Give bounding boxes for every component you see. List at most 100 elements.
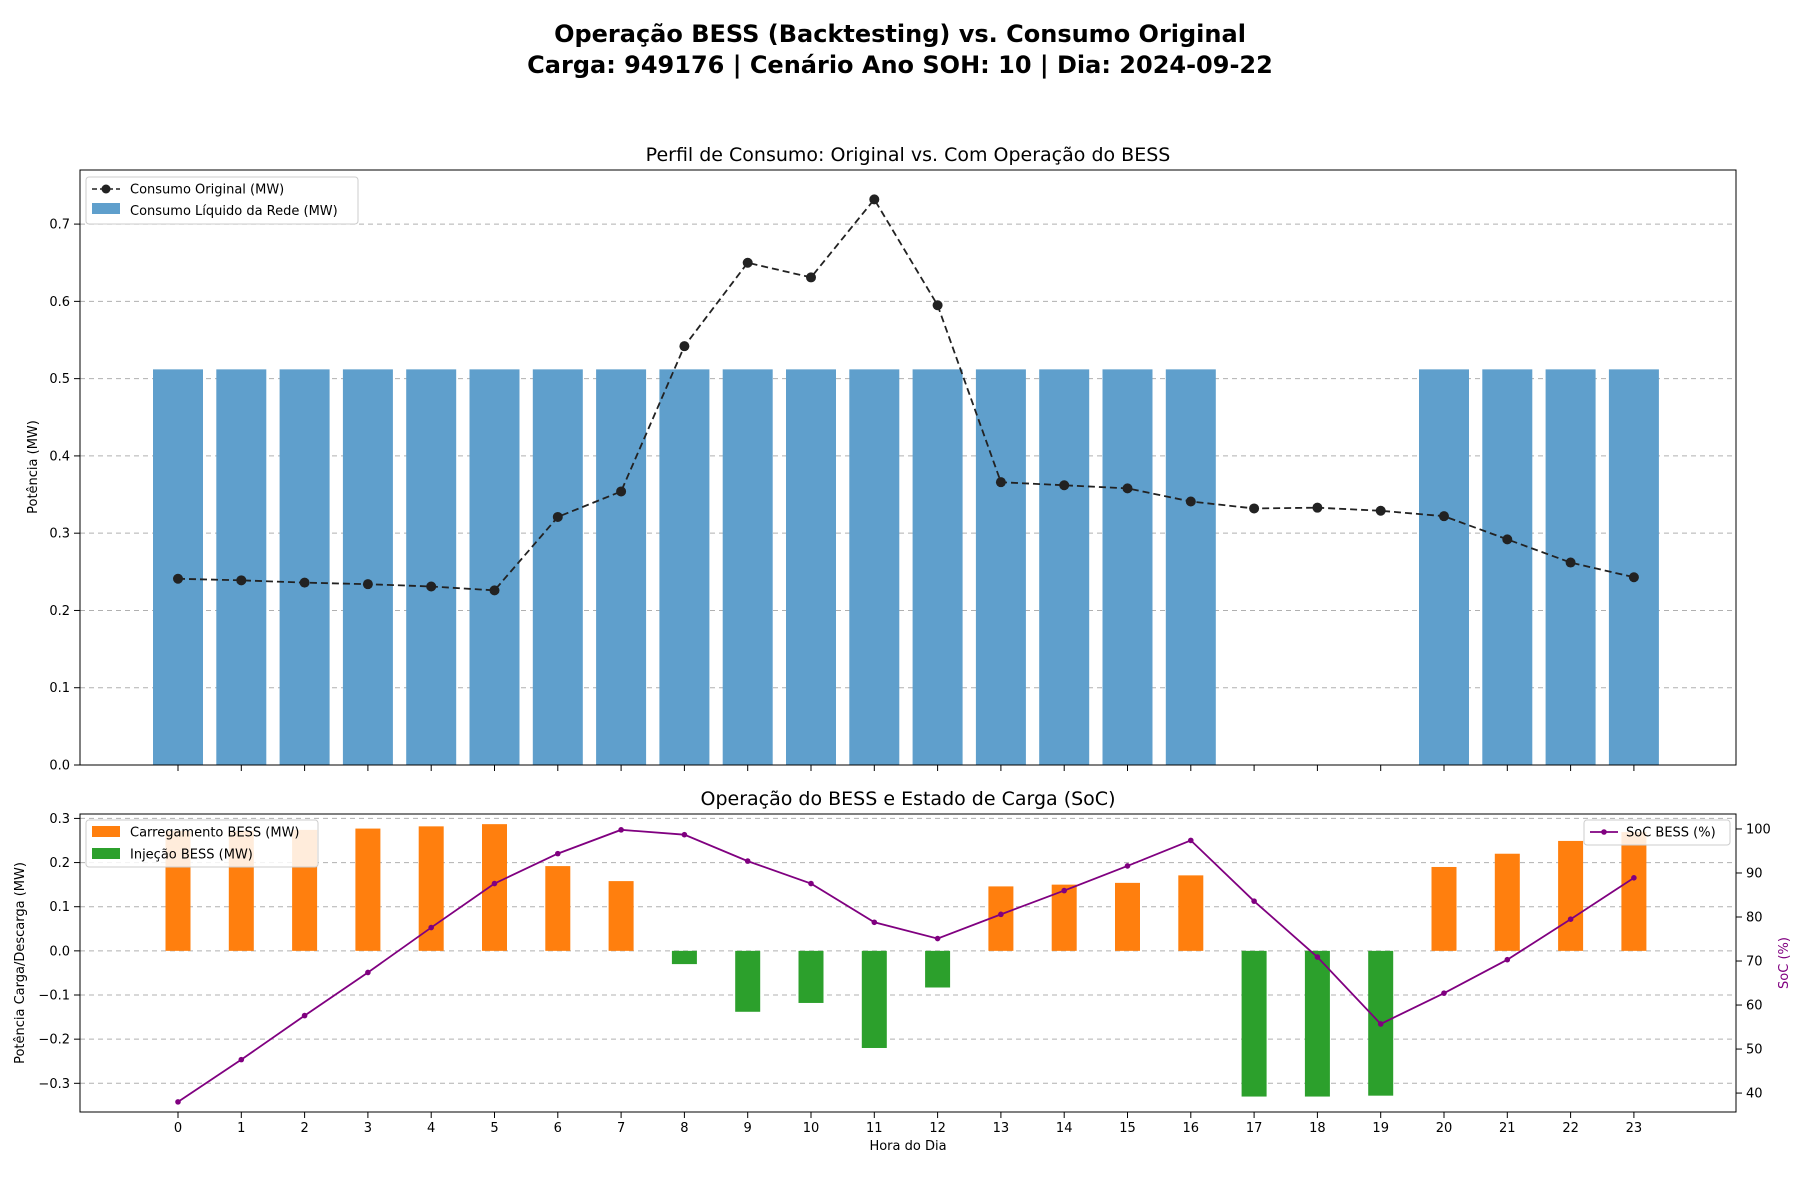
soc-point bbox=[1061, 887, 1067, 894]
original-consumption-point bbox=[616, 486, 627, 497]
y-tick-label: 0.7 bbox=[49, 218, 70, 233]
original-consumption-point bbox=[552, 511, 563, 522]
soc-point bbox=[491, 880, 498, 887]
soc-point bbox=[808, 880, 814, 887]
y-tick-label: 0.5 bbox=[49, 372, 70, 387]
net-consumption-bar bbox=[659, 369, 710, 765]
y-tick-label: 0.0 bbox=[49, 759, 70, 774]
net-consumption-bar bbox=[1419, 369, 1469, 765]
charge-bar bbox=[1115, 882, 1140, 951]
net-consumption-bar bbox=[1482, 369, 1533, 765]
original-consumption-line bbox=[173, 194, 1639, 596]
x-tick-label: 4 bbox=[427, 1121, 435, 1136]
discharge-bar bbox=[861, 950, 887, 1048]
bess-legend-box bbox=[85, 819, 319, 868]
legend-soc-label: SoC BESS (%) bbox=[1626, 826, 1716, 841]
y-tick-label: 0.3 bbox=[49, 812, 70, 827]
charge-bar bbox=[988, 886, 1014, 951]
soc-legend: SoC BESS (%) bbox=[1583, 819, 1731, 846]
charge-bar bbox=[545, 866, 571, 951]
legend-charge-label: Carregamento BESS (MW) bbox=[130, 826, 300, 841]
x-tick-label: 13 bbox=[993, 1121, 1010, 1136]
x-tick-label: 0 bbox=[174, 1121, 182, 1136]
soc-point bbox=[681, 831, 688, 838]
legend-soc-marker bbox=[1601, 829, 1607, 835]
x-tick-label: 11 bbox=[866, 1121, 883, 1136]
consumption-panel: Perfil de Consumo: Original vs. Com Oper… bbox=[26, 144, 1737, 774]
x-tick-label: 8 bbox=[680, 1121, 688, 1136]
y2-tick-label: 80 bbox=[1746, 911, 1763, 926]
y-tick-label: 0.6 bbox=[49, 295, 70, 310]
y2-tick-label: 70 bbox=[1746, 955, 1763, 970]
original-consumption-point bbox=[299, 577, 310, 588]
discharge-bar bbox=[671, 950, 697, 965]
net-consumption-bar bbox=[532, 369, 583, 765]
original-consumption-point bbox=[869, 194, 880, 205]
original-consumption-point bbox=[679, 341, 690, 352]
charge-bar bbox=[482, 824, 507, 951]
soc-point bbox=[365, 969, 371, 976]
charge-bar bbox=[1494, 853, 1520, 951]
soc-point bbox=[1377, 1021, 1384, 1027]
y-tick-label: 0.1 bbox=[49, 900, 70, 915]
original-consumption-point bbox=[1312, 502, 1323, 513]
soc-point bbox=[871, 919, 878, 926]
y-tick-label: 0.4 bbox=[49, 449, 70, 464]
x-tick-label: 9 bbox=[744, 1121, 752, 1136]
y-tick-label: −0.3 bbox=[38, 1077, 70, 1092]
y-tick-label: −0.2 bbox=[38, 1033, 70, 1048]
original-consumption-point bbox=[426, 581, 437, 592]
charge-bar bbox=[1051, 884, 1077, 951]
original-consumption-point bbox=[1122, 483, 1133, 494]
soc-point bbox=[1567, 916, 1574, 923]
y2-tick-label: 90 bbox=[1746, 866, 1763, 881]
net-consumption-bar bbox=[722, 369, 773, 765]
consumption-y-ticks: 0.0 0.1 0.2 0.3 0.4 0.5 0.6 0.7 bbox=[49, 218, 80, 774]
x-tick-label: 10 bbox=[803, 1121, 820, 1136]
legend-discharge-label: Injeção BESS (MW) bbox=[130, 848, 253, 863]
figure-title-line2: Carga: 949176 | Cenário Ano SOH: 10 | Di… bbox=[527, 51, 1273, 79]
x-tick-label: 15 bbox=[1119, 1121, 1136, 1136]
bess-panel: Operação do BESS e Estado de Carga (SoC)… bbox=[13, 788, 1792, 1154]
x-tick-label: 20 bbox=[1436, 1121, 1453, 1136]
original-consumption-point bbox=[932, 300, 943, 311]
legend-original-marker bbox=[101, 184, 111, 194]
charge-bar bbox=[608, 881, 634, 951]
x-tick-label: 5 bbox=[490, 1121, 498, 1136]
legend-net-label: Consumo Líquido da Rede (MW) bbox=[130, 204, 338, 219]
legend-original-label: Consumo Original (MW) bbox=[130, 183, 284, 198]
charge-bar bbox=[355, 828, 381, 951]
discharge-bar bbox=[1241, 950, 1267, 1097]
soc-polyline bbox=[177, 828, 1635, 1103]
net-consumption-bar bbox=[153, 369, 203, 765]
original-consumption-point bbox=[1439, 511, 1449, 522]
original-consumption-point bbox=[995, 477, 1006, 488]
y2-tick-label: 100 bbox=[1746, 822, 1771, 837]
bess-plot-frame bbox=[79, 813, 1737, 1113]
legend-charge-swatch bbox=[92, 826, 120, 837]
net-consumption-bar bbox=[406, 369, 457, 765]
soc-point bbox=[1504, 956, 1511, 963]
y-tick-label: 0.3 bbox=[49, 527, 70, 542]
net-consumption-bar bbox=[1102, 369, 1153, 765]
original-consumption-point bbox=[1185, 496, 1196, 507]
x-tick-label: 7 bbox=[617, 1121, 625, 1136]
discharge-bar bbox=[1304, 950, 1330, 1097]
net-consumption-bar bbox=[1039, 369, 1090, 765]
net-consumption-bar bbox=[342, 369, 393, 765]
consumption-legend: Consumo Original (MW) Consumo Líquido da… bbox=[85, 176, 359, 225]
original-consumption-point bbox=[1628, 572, 1639, 583]
net-consumption-bar bbox=[279, 369, 330, 765]
original-consumption-point bbox=[489, 585, 500, 596]
bess-power-bars bbox=[165, 824, 1647, 1097]
soc-point bbox=[1631, 875, 1637, 881]
soc-point bbox=[1314, 954, 1321, 960]
net-consumption-bar bbox=[1608, 369, 1659, 765]
y-tick-label: 0.1 bbox=[49, 681, 70, 696]
charge-bar bbox=[1621, 832, 1647, 951]
soc-point bbox=[1441, 990, 1447, 996]
x-tick-label: 12 bbox=[929, 1121, 946, 1136]
original-consumption-point bbox=[1502, 534, 1513, 545]
soc-line bbox=[175, 827, 1637, 1105]
y-tick-label: −0.1 bbox=[38, 989, 70, 1004]
